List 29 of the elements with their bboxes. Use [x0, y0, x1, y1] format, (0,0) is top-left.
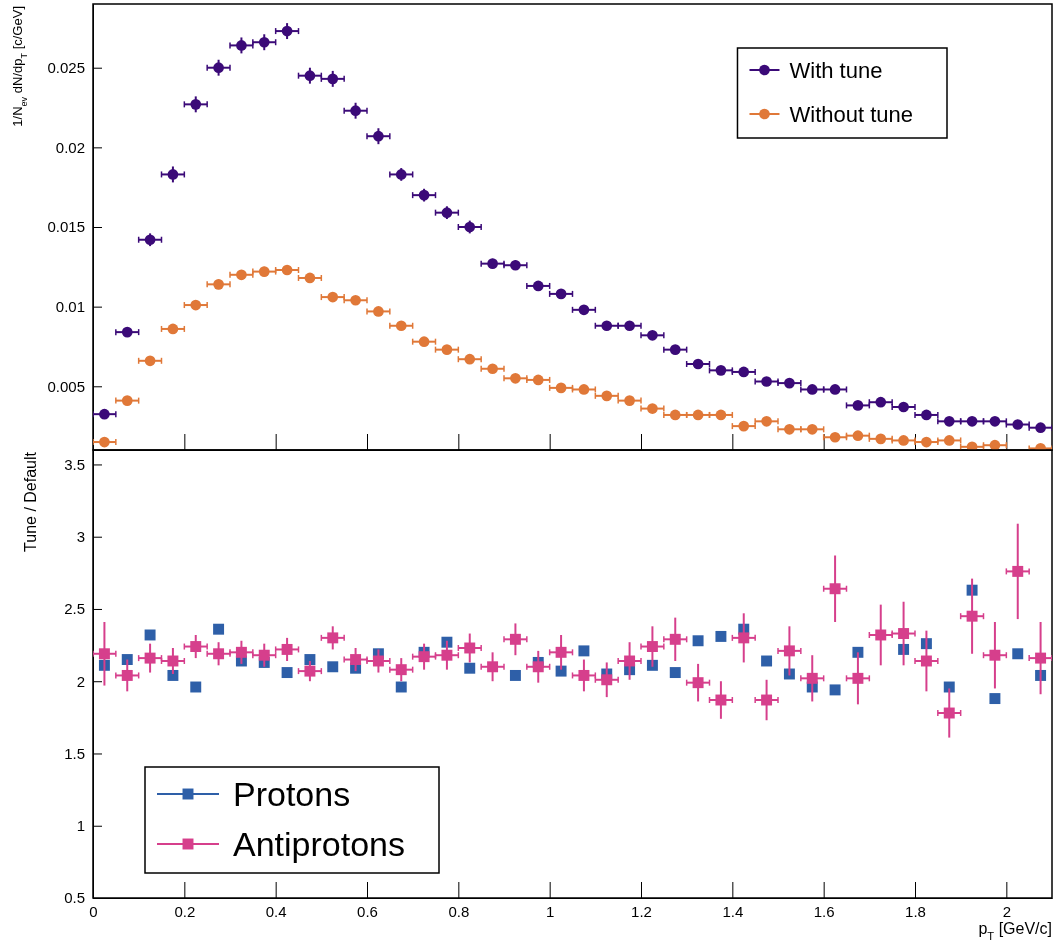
x-tick-label: 0.6	[357, 902, 378, 920]
x-tick-label: 1.4	[722, 902, 744, 920]
y-tick-label: 0.02	[55, 138, 85, 156]
y-tick-label: 2.5	[64, 600, 85, 618]
x-tick-label: 1	[545, 902, 555, 920]
y-tick-label: 2	[76, 672, 85, 690]
x-tick-label: 0.4	[265, 902, 287, 920]
x-tick-label: 0.8	[448, 902, 470, 920]
y-tick-label: 0.015	[47, 218, 85, 236]
y-tick-label: 0.01	[55, 297, 85, 315]
legend-label: Antiprotons	[233, 824, 405, 863]
y-tick-label: 1.5	[64, 744, 85, 762]
legend-label: Without tune	[789, 101, 913, 127]
legend-label: Protons	[233, 774, 351, 813]
x-tick-label: 0.2	[174, 902, 196, 920]
legend-label: With tune	[789, 57, 883, 83]
y-tick-label: 0.025	[47, 59, 85, 77]
y-tick-label: 1	[76, 817, 85, 835]
x-axis-title: p$_{T}$ [GeV/c]	[978, 920, 1052, 942]
x-tick-label: 0	[89, 902, 98, 920]
y-axis-title: Tune / Default	[22, 451, 39, 552]
y-tick-label: 0.005	[47, 377, 85, 395]
x-tick-label: 2	[1002, 902, 1012, 920]
y-tick-label: 3.5	[64, 455, 85, 473]
y-tick-label: 3	[76, 528, 85, 546]
x-tick-label: 1.8	[905, 902, 926, 920]
y-tick-label: 0.5	[64, 889, 85, 907]
x-tick-label: 1.6	[813, 902, 835, 920]
x-tick-label: 1.2	[631, 902, 652, 920]
